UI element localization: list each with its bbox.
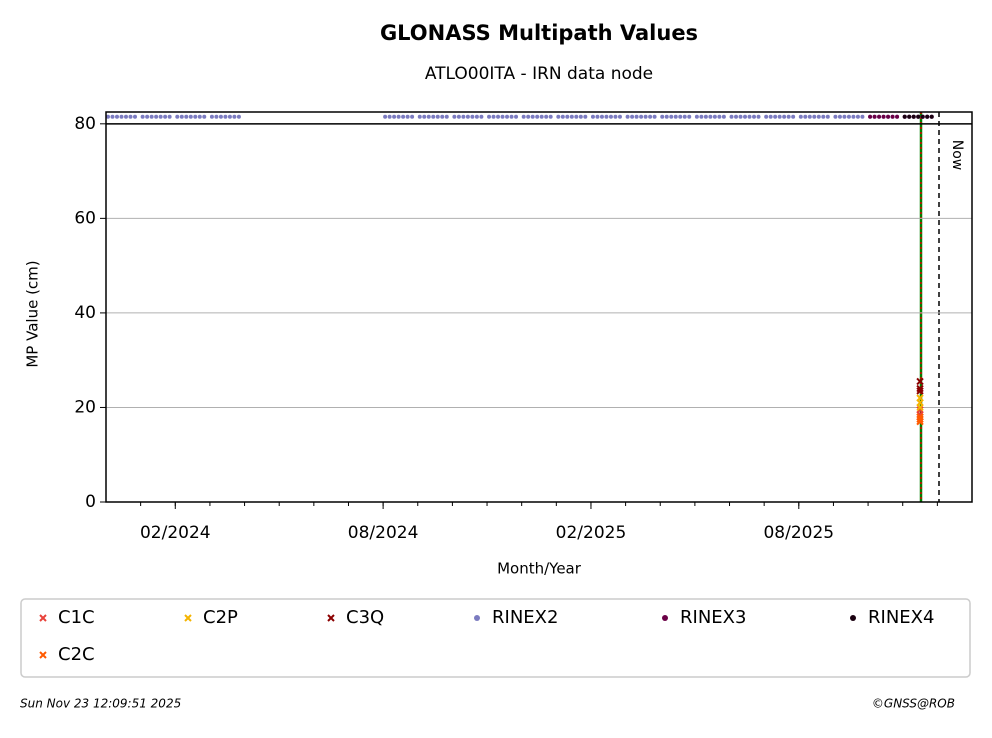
marker-x-path — [916, 377, 924, 386]
y-tick-label: 80 — [74, 114, 96, 134]
y-tick-label: 0 — [85, 492, 96, 512]
legend-label: RINEX4 — [868, 607, 934, 628]
marker-x-path — [916, 387, 924, 395]
marker-x-path — [916, 384, 924, 393]
legend-label: C3Q — [346, 607, 384, 628]
marker-x — [916, 377, 924, 386]
legend-marker — [327, 614, 335, 622]
legend-marker — [850, 615, 856, 621]
x-axis-label: Month/Year — [497, 560, 582, 578]
marker-x-path — [916, 403, 924, 412]
x-tick-label: 08/2024 — [348, 523, 419, 543]
legend-label: C2P — [203, 607, 238, 628]
timestamp: Sun Nov 23 12:09:51 2025 — [20, 697, 181, 711]
now-label: Now — [949, 140, 965, 171]
marker-x-path — [916, 413, 924, 421]
marker-x — [916, 403, 924, 412]
marker-x-path — [916, 415, 924, 423]
marker-x — [916, 387, 924, 395]
legend-marker — [39, 614, 47, 622]
legend-label: C2C — [58, 644, 95, 665]
y-tick-label: 40 — [74, 303, 96, 323]
chart-title: GLONASS Multipath Values — [380, 21, 698, 45]
legend-box — [20, 598, 971, 678]
y-axis-label: MP Value (cm) — [24, 260, 42, 367]
marker-x — [916, 415, 924, 423]
y-tick-label: 60 — [74, 208, 96, 228]
legend-marker — [662, 615, 668, 621]
marker-x-path — [916, 394, 924, 402]
marker-x — [916, 406, 924, 414]
y-tick-label: 20 — [74, 397, 96, 417]
legend-marker — [184, 614, 192, 622]
marker-x — [916, 413, 924, 421]
legend-label: RINEX3 — [680, 607, 746, 628]
plot-frame — [105, 111, 973, 503]
x-tick-label: 02/2024 — [140, 523, 211, 543]
legend-marker — [474, 615, 480, 621]
legend-label: C1C — [58, 607, 95, 628]
marker-x — [916, 384, 924, 393]
marker-x — [916, 394, 924, 402]
legend-label: RINEX2 — [492, 607, 558, 628]
x-tick-label: 02/2025 — [556, 523, 627, 543]
x-tick-label: 08/2025 — [763, 523, 834, 543]
credit: ©GNSS@ROB — [872, 697, 955, 711]
marker-x-path — [916, 406, 924, 414]
legend-marker — [39, 651, 47, 659]
chart-subtitle: ATLO00ITA - IRN data node — [425, 64, 653, 84]
